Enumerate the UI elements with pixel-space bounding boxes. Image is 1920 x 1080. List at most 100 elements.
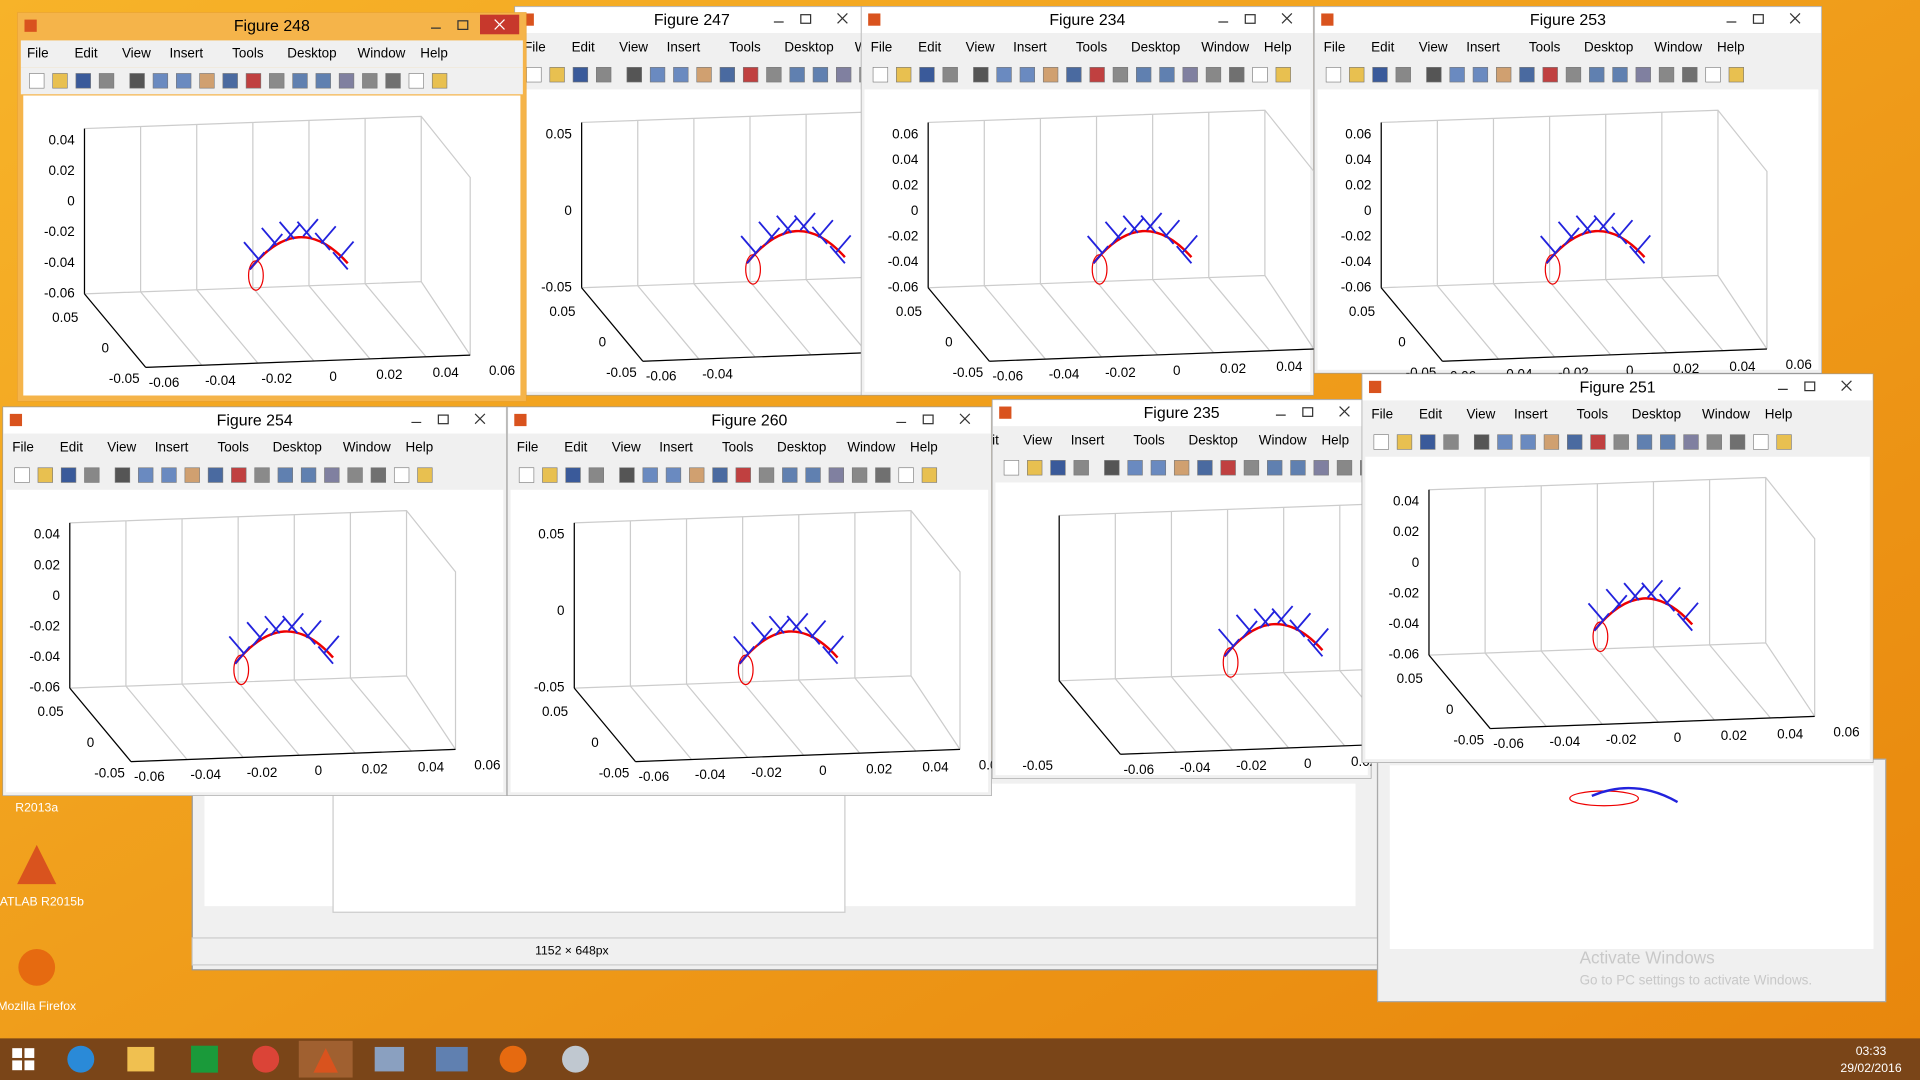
toolbar-button[interactable] [184,467,200,483]
toolbar-button[interactable] [518,467,535,483]
taskbar-paint[interactable] [562,1045,589,1073]
toolbar-button[interactable] [1112,67,1129,83]
start-button[interactable] [12,1060,23,1071]
menu-item[interactable]: Edit [1371,39,1394,54]
close-icon[interactable] [1841,380,1852,392]
toolbar-button[interactable] [300,467,317,483]
toolbar-button[interactable] [408,73,424,89]
toolbar-button[interactable] [1197,460,1213,476]
toolbar-button[interactable] [1373,434,1389,450]
menu-item[interactable]: Tools [1577,407,1609,422]
toolbar-button[interactable] [176,73,192,89]
toolbar-button[interactable] [649,67,666,83]
menu-item[interactable]: Window [1654,39,1702,54]
toolbar-button[interactable] [565,467,581,483]
menu-item[interactable]: Edit [564,440,587,455]
menu-item[interactable]: File [517,440,539,455]
toolbar-button[interactable] [789,67,805,83]
toolbar-button[interactable] [1776,434,1792,450]
toolbar-button[interactable] [199,73,215,89]
toolbar-button[interactable] [898,467,914,483]
toolbar-button[interactable] [1497,434,1513,450]
maximize-button[interactable] [437,414,449,425]
menu-item[interactable]: View [1419,39,1448,54]
close-icon[interactable] [1339,406,1350,417]
start-button[interactable] [24,1060,35,1071]
menu-item[interactable]: Tools [217,440,249,455]
toolbar-button[interactable] [1612,67,1628,83]
maximize-button[interactable] [922,414,934,425]
toolbar-button[interactable] [1660,434,1676,450]
toolbar-button[interactable] [1205,67,1222,83]
menu-item[interactable]: Help [1264,39,1292,54]
menu-item[interactable]: Desktop [784,39,833,54]
toolbar-button[interactable] [222,73,238,89]
menu-item[interactable]: Insert [169,45,203,60]
toolbar-button[interactable] [1426,67,1442,83]
toolbar-button[interactable] [1635,67,1651,83]
menu-item[interactable]: Tools [722,440,754,455]
menu-item[interactable]: Insert [1071,432,1105,447]
maximize-button[interactable] [1752,14,1764,24]
menu-item[interactable]: Desktop [1131,39,1180,54]
taskbar-firefox[interactable] [499,1045,527,1073]
toolbar-button[interactable] [1449,67,1465,83]
toolbar-button[interactable] [1127,460,1143,476]
menu-item[interactable]: View [122,45,151,60]
menu-item[interactable]: Tools [1529,39,1561,54]
toolbar-button[interactable] [872,67,889,83]
toolbar-button[interactable] [231,467,247,483]
toolbar-button[interactable] [14,467,30,483]
toolbar-button[interactable] [921,467,938,483]
menu-item[interactable]: Edit [60,440,83,455]
menu-item[interactable]: View [1023,432,1052,447]
menu-item[interactable]: Edit [1419,407,1442,422]
menu-item[interactable]: Help [406,440,434,455]
menu-item[interactable]: Insert [155,440,189,455]
menu-item[interactable]: Tools [1076,39,1108,54]
menu-item[interactable]: Insert [1514,407,1548,422]
menu-item[interactable]: Edit [572,39,595,54]
menu-item[interactable]: File [1324,39,1346,54]
toolbar-button[interactable] [431,73,448,89]
menu-item[interactable]: Edit [918,39,941,54]
toolbar-button[interactable] [1519,67,1535,83]
toolbar-button[interactable] [549,67,565,83]
close-icon[interactable] [837,13,848,24]
toolbar-button[interactable] [1613,434,1629,450]
toolbar-button[interactable] [619,467,635,483]
toolbar-button[interactable] [712,467,728,483]
menu-item[interactable]: Window [847,440,895,455]
toolbar-button[interactable] [1220,460,1236,476]
toolbar-button[interactable] [1705,67,1721,83]
menu-item[interactable]: Help [420,45,448,60]
toolbar-button[interactable] [98,73,115,89]
menu-item[interactable]: File [1371,407,1393,422]
menu-item[interactable]: Tools [1133,432,1165,447]
toolbar-button[interactable] [1496,67,1512,83]
maximize-button[interactable] [800,14,812,24]
menu-item[interactable]: Window [1702,407,1750,422]
menu-item[interactable]: Insert [1013,39,1047,54]
toolbar-button[interactable] [851,467,868,483]
menu-item[interactable]: Edit [976,432,999,447]
toolbar-button[interactable] [1003,460,1020,476]
toolbar-button[interactable] [385,73,401,89]
toolbar-button[interactable] [812,67,829,83]
toolbar-button[interactable] [1682,67,1698,83]
menu-item[interactable]: Help [1321,432,1349,447]
menu-item[interactable]: View [966,39,995,54]
menu-item[interactable]: Insert [1466,39,1500,54]
menu-item[interactable]: Desktop [1188,432,1237,447]
toolbar-button[interactable] [742,67,759,83]
toolbar-button[interactable] [1372,67,1388,83]
toolbar-button[interactable] [1443,434,1459,450]
menu-item[interactable]: Insert [659,440,693,455]
toolbar-button[interactable] [1252,67,1268,83]
menu-item[interactable]: Desktop [1584,39,1633,54]
toolbar-button[interactable] [1313,460,1329,476]
menu-item[interactable]: Window [358,45,406,60]
taskbar-explorer[interactable] [127,1046,155,1072]
toolbar-button[interactable] [245,73,262,89]
toolbar-button[interactable] [896,67,912,83]
